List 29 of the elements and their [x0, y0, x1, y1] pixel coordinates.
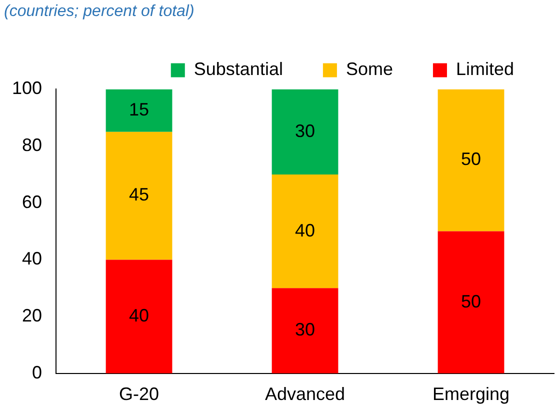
bar [106, 89, 172, 132]
bar [272, 89, 338, 174]
data-label: 15 [129, 99, 150, 120]
data-label: 40 [295, 220, 316, 240]
data-label: 45 [129, 184, 150, 205]
bar [106, 132, 172, 260]
x-tick-label: Advanced [264, 384, 346, 404]
y-tick-label: 40 [22, 248, 42, 269]
bar [106, 260, 172, 374]
x-tick-label: Emerging [432, 384, 510, 404]
legend-label: Some [346, 59, 393, 80]
legend-label: Substantial [194, 59, 283, 80]
y-tick-label: 80 [22, 135, 42, 156]
data-label: 50 [460, 291, 482, 312]
bar [272, 288, 338, 374]
data-label: 30 [295, 120, 316, 141]
data-label: 30 [295, 320, 316, 340]
data-label: 40 [129, 306, 150, 326]
bar [438, 231, 504, 374]
bar [438, 89, 504, 232]
y-tick-label: 60 [22, 192, 42, 212]
chart-subtitle: (countries; percent of total) [4, 3, 194, 20]
bar [272, 174, 338, 288]
y-tick-label: 20 [22, 306, 42, 326]
legend-label: Limited [456, 59, 514, 80]
x-tick-label: G-20 [119, 384, 160, 404]
y-tick-label: 100 [12, 78, 42, 98]
y-tick-label: 0 [32, 362, 42, 382]
data-label: 50 [460, 149, 482, 170]
